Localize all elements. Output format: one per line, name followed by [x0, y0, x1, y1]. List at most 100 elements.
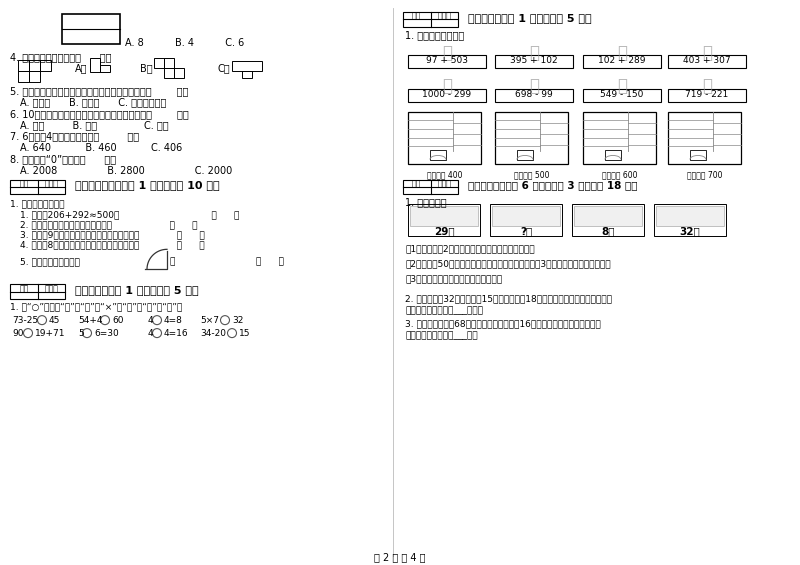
Text: 得分: 得分 — [19, 284, 28, 293]
Bar — [29, 71, 40, 82]
Text: 🕊: 🕊 — [442, 77, 452, 95]
Bar — [408, 55, 486, 68]
Text: 90: 90 — [12, 329, 23, 338]
Text: 3. 钟面上9时整，时针和分针所成的角是直角。             （      ）: 3. 钟面上9时整，时针和分针所成的角是直角。 （ ） — [20, 231, 205, 240]
Text: 4: 4 — [148, 329, 154, 338]
Bar — [492, 206, 560, 227]
Text: 答：现在停车场还有___辆车。: 答：现在停车场还有___辆车。 — [405, 306, 483, 315]
Bar — [408, 112, 481, 163]
Bar — [668, 112, 741, 163]
Bar — [495, 55, 573, 68]
Text: 评卷人: 评卷人 — [438, 12, 451, 21]
Text: 395 + 102: 395 + 102 — [510, 56, 558, 66]
Bar — [90, 58, 100, 72]
Bar — [18, 71, 29, 82]
Text: 5: 5 — [78, 329, 84, 338]
Text: 🕊: 🕊 — [702, 44, 712, 62]
Text: A. 8          B. 4          C. 6: A. 8 B. 4 C. 6 — [125, 38, 244, 48]
Text: 549 - 150: 549 - 150 — [600, 90, 644, 99]
Text: B．: B． — [140, 63, 153, 73]
Text: （3）你还能提一个数学问题并解答吗？: （3）你还能提一个数学问题并解答吗？ — [405, 274, 502, 283]
Bar — [403, 180, 458, 194]
Text: 4: 4 — [148, 316, 154, 325]
Text: 4=8: 4=8 — [164, 316, 183, 325]
Bar — [583, 55, 661, 68]
Text: 答：二年级共有学生___人。: 答：二年级共有学生___人。 — [405, 331, 478, 340]
Text: 1000 - 299: 1000 - 299 — [422, 90, 471, 99]
Bar — [690, 150, 706, 159]
Text: 2. 停车场停有32辆车，开走15辆，又开进了18辆，现在停车场还有多少辆车？: 2. 停车场停有32辆车，开走15辆，又开进了18辆，现在停车场还有多少辆车？ — [405, 294, 612, 303]
Bar — [654, 205, 726, 236]
Bar — [490, 205, 562, 236]
Text: 得数接近 400: 得数接近 400 — [426, 171, 462, 180]
Text: 45: 45 — [49, 316, 60, 325]
Text: 🕊: 🕊 — [702, 77, 712, 95]
Bar — [517, 150, 533, 159]
Text: 七、连一连（八 1 大题，八计 5 分）: 七、连一连（八 1 大题，八计 5 分） — [468, 13, 592, 23]
Bar — [495, 89, 573, 102]
Text: 得数接近 600: 得数接近 600 — [602, 171, 638, 180]
Text: 1. 估算：206+292≈500。                                （      ）: 1. 估算：206+292≈500。 （ ） — [20, 210, 239, 219]
Text: 102 + 289: 102 + 289 — [598, 56, 646, 66]
Bar — [668, 89, 746, 102]
Bar — [164, 58, 174, 68]
Text: 5×7: 5×7 — [200, 316, 219, 325]
Text: 5. 把长方形桌面锯掉一个角，剩余部分的形状就是（        ）。: 5. 把长方形桌面锯掉一个角，剩余部分的形状就是（ ）。 — [10, 86, 188, 95]
Bar — [62, 14, 120, 44]
Text: 60: 60 — [112, 316, 123, 325]
Bar — [10, 180, 65, 194]
Text: 评卷人: 评卷人 — [44, 284, 58, 293]
Text: 第 2 页 八 4 页: 第 2 页 八 4 页 — [374, 553, 426, 563]
Text: 4. 从正面看到的图形是（      ）。: 4. 从正面看到的图形是（ ）。 — [10, 52, 111, 62]
Text: 4. 钟面上8时整，时针和分针所成的角是锐角。             （      ）: 4. 钟面上8时整，时针和分针所成的角是锐角。 （ ） — [20, 240, 205, 249]
Text: 3. 二年级有男学生68人，女学生比男学生外16人，二年级共有学生多少人？: 3. 二年级有男学生68人，女学生比男学生外16人，二年级共有学生多少人？ — [405, 319, 601, 328]
Text: 4=16: 4=16 — [164, 329, 189, 338]
Text: 1. 我是公正小法官。: 1. 我是公正小法官。 — [10, 199, 65, 208]
Text: 73-25: 73-25 — [12, 316, 38, 325]
Text: 8元: 8元 — [602, 227, 614, 236]
Text: ?元: ?元 — [520, 227, 532, 236]
Text: 6. 10点整的时候，钟面上时针和分针所成的角是（        ）。: 6. 10点整的时候，钟面上时针和分针所成的角是（ ）。 — [10, 108, 189, 119]
Text: 54+4: 54+4 — [78, 316, 102, 325]
Bar — [410, 206, 478, 227]
Text: 🕊: 🕊 — [529, 44, 539, 62]
Text: C．: C． — [218, 63, 230, 73]
Text: 719 - 221: 719 - 221 — [686, 90, 729, 99]
Text: 2. 一张长方形纸的四个角都是直角。                    （      ）: 2. 一张长方形纸的四个角都是直角。 （ ） — [20, 220, 198, 229]
Text: 34-20: 34-20 — [200, 329, 226, 338]
Text: （2）乐乌有50元錢，买了一条短裤，剩下的錢正好买3双袌子，一双袌子多少錢？: （2）乐乌有50元錢，买了一条短裤，剩下的錢正好买3双袌子，一双袌子多少錢？ — [405, 259, 610, 268]
Text: 32: 32 — [232, 316, 243, 325]
Bar — [572, 205, 644, 236]
Text: 6=30: 6=30 — [94, 329, 118, 338]
Text: 8. 只读一个“0”的数是（      ）。: 8. 只读一个“0”的数是（ ）。 — [10, 155, 116, 164]
Text: 🕊: 🕊 — [617, 77, 627, 95]
Text: A. 直角         B. 锐角               C. 钝角: A. 直角 B. 锐角 C. 钝角 — [20, 120, 169, 130]
Bar — [583, 112, 656, 163]
Text: 97 + 503: 97 + 503 — [426, 56, 468, 66]
Text: 🕊: 🕊 — [442, 44, 452, 62]
Text: A. 640           B. 460           C. 406: A. 640 B. 460 C. 406 — [20, 142, 182, 153]
Text: 7. 6个十和4个百组成的数是（         ）。: 7. 6个十和4个百组成的数是（ ）。 — [10, 132, 139, 142]
Text: 得分: 得分 — [19, 179, 28, 188]
Bar — [40, 60, 51, 71]
Bar — [164, 68, 174, 78]
Text: 1. 在“○”里填上“＋”、“－”、“×”、“＜”、“＞”、“＝”。: 1. 在“○”里填上“＋”、“－”、“×”、“＜”、“＞”、“＝”。 — [10, 302, 182, 311]
Text: A. 2008                B. 2800                C. 2000: A. 2008 B. 2800 C. 2000 — [20, 166, 232, 176]
Text: A．: A． — [75, 63, 87, 73]
Bar — [10, 284, 65, 299]
Bar — [174, 68, 184, 78]
Text: 八、解决问题（八 6 小题，每题 3 分，八计 18 分）: 八、解决问题（八 6 小题，每题 3 分，八计 18 分） — [468, 180, 638, 190]
Text: 五、判断对与错（八 1 大题，八计 10 分）: 五、判断对与错（八 1 大题，八计 10 分） — [75, 180, 220, 190]
Text: 得分: 得分 — [412, 12, 422, 21]
Bar — [656, 206, 724, 227]
Bar — [232, 61, 262, 71]
Text: 29元: 29元 — [434, 227, 454, 236]
Text: 得数大约 500: 得数大约 500 — [514, 171, 550, 180]
Bar — [605, 150, 621, 159]
Bar — [408, 205, 480, 236]
Text: 1. 估一估，连一连。: 1. 估一估，连一连。 — [405, 30, 464, 40]
Text: 。                            （      ）: 。 （ ） — [170, 257, 284, 266]
Text: A. 五边形      B. 三角形      C. 以上都有可能: A. 五边形 B. 三角形 C. 以上都有可能 — [20, 97, 166, 107]
Text: 403 + 307: 403 + 307 — [683, 56, 731, 66]
Text: 🕊: 🕊 — [617, 44, 627, 62]
